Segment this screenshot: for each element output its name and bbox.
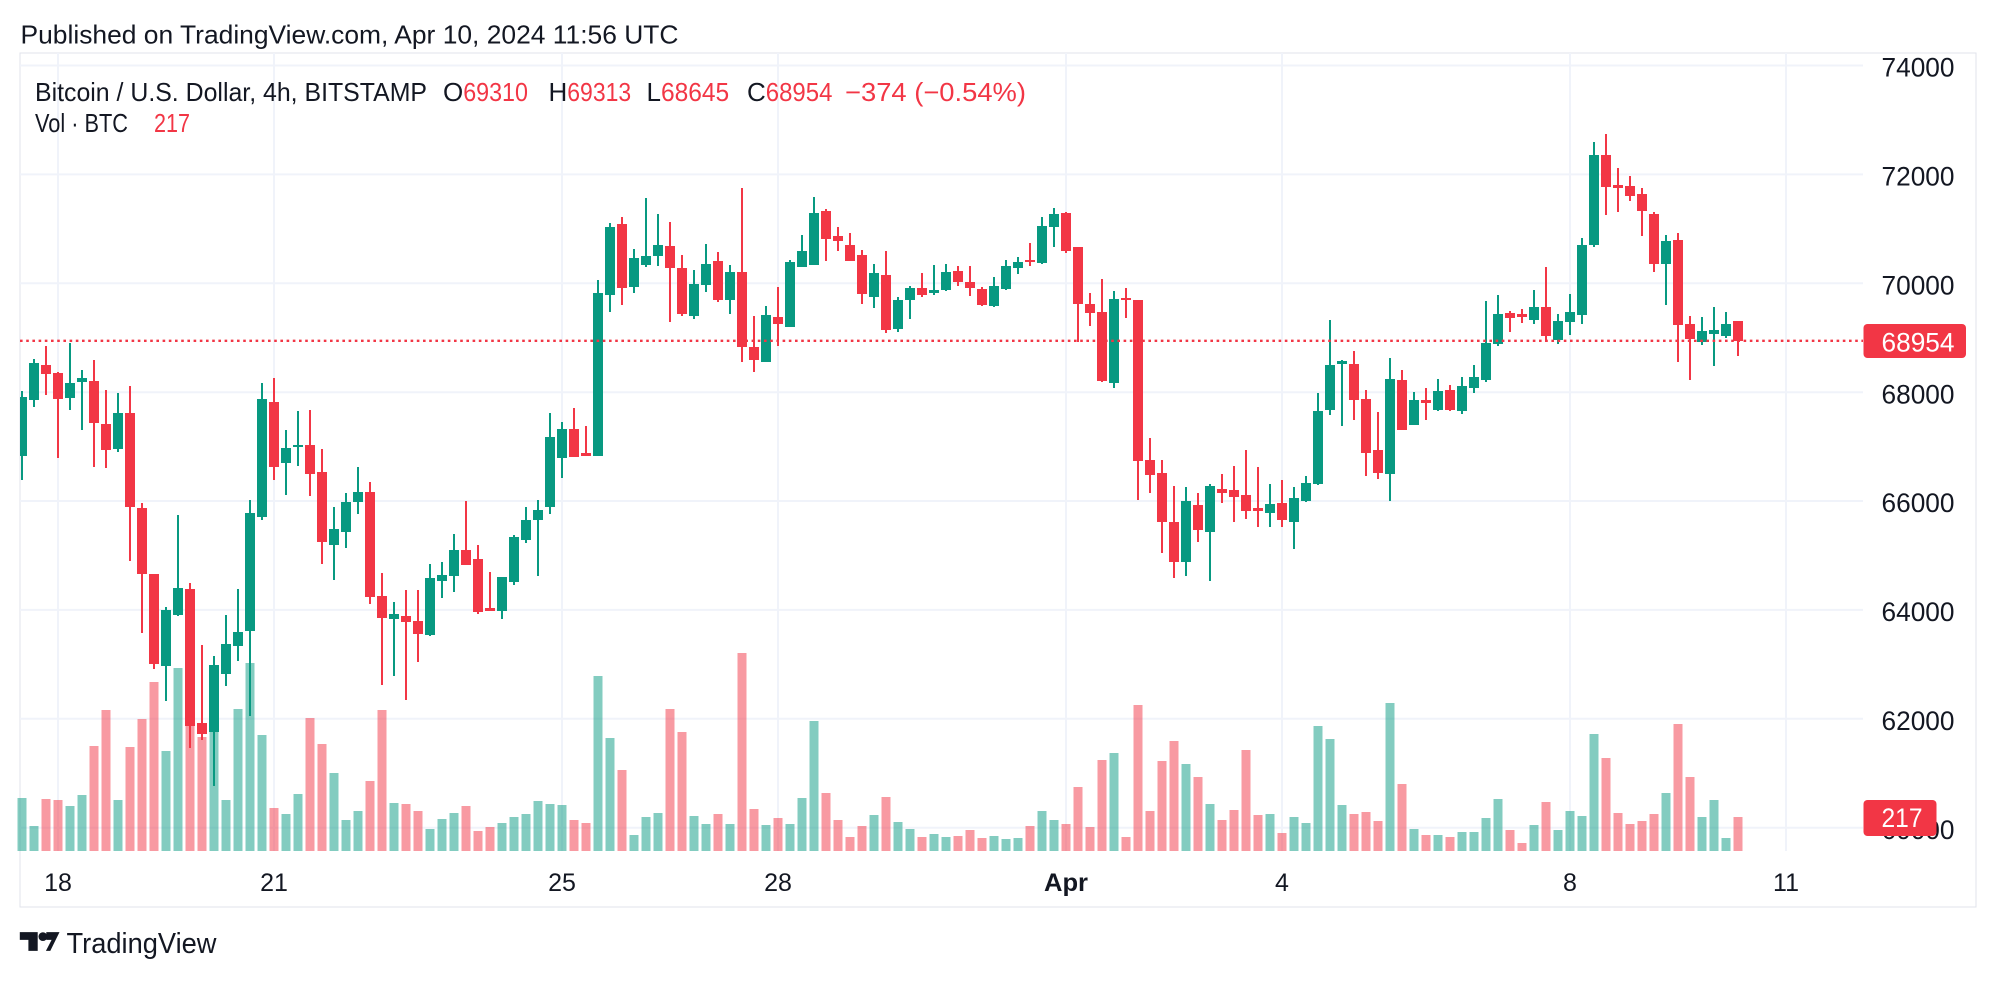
svg-text:69310: 69310: [463, 77, 528, 107]
svg-text:68954: 68954: [1882, 328, 1955, 358]
svg-text:217: 217: [1882, 803, 1923, 833]
svg-text:L: L: [647, 77, 661, 107]
svg-text:4: 4: [1275, 869, 1289, 897]
svg-text:66000: 66000: [1882, 488, 1955, 518]
svg-text:Bitcoin / U.S. Dollar, 4h, BIT: Bitcoin / U.S. Dollar, 4h, BITSTAMP: [35, 77, 427, 107]
svg-text:TradingView: TradingView: [67, 928, 218, 960]
svg-text:68645: 68645: [661, 77, 729, 107]
svg-text:−374 (−0.54%): −374 (−0.54%): [845, 77, 1026, 107]
svg-text:21: 21: [260, 869, 288, 897]
svg-text:Published on TradingView.com,: Published on TradingView.com, Apr 10, 20…: [21, 20, 679, 50]
svg-text:70000: 70000: [1882, 271, 1955, 301]
svg-text:62000: 62000: [1882, 706, 1955, 736]
svg-text:11: 11: [1773, 869, 1799, 897]
svg-text:68954: 68954: [766, 77, 833, 107]
svg-text:8: 8: [1563, 869, 1577, 897]
svg-text:Apr: Apr: [1044, 869, 1088, 897]
svg-text:68000: 68000: [1882, 379, 1955, 409]
svg-text:C: C: [747, 77, 766, 107]
svg-text:74000: 74000: [1882, 53, 1955, 83]
svg-text:Vol · BTC: Vol · BTC: [35, 108, 128, 138]
svg-text:217: 217: [154, 108, 190, 138]
svg-text:72000: 72000: [1882, 162, 1955, 192]
svg-text:18: 18: [44, 869, 72, 897]
svg-text:69313: 69313: [567, 77, 631, 107]
svg-text:64000: 64000: [1882, 597, 1955, 627]
svg-text:28: 28: [764, 869, 792, 897]
svg-text:25: 25: [548, 869, 576, 897]
svg-text:O: O: [443, 77, 463, 107]
svg-text:H: H: [549, 77, 568, 107]
